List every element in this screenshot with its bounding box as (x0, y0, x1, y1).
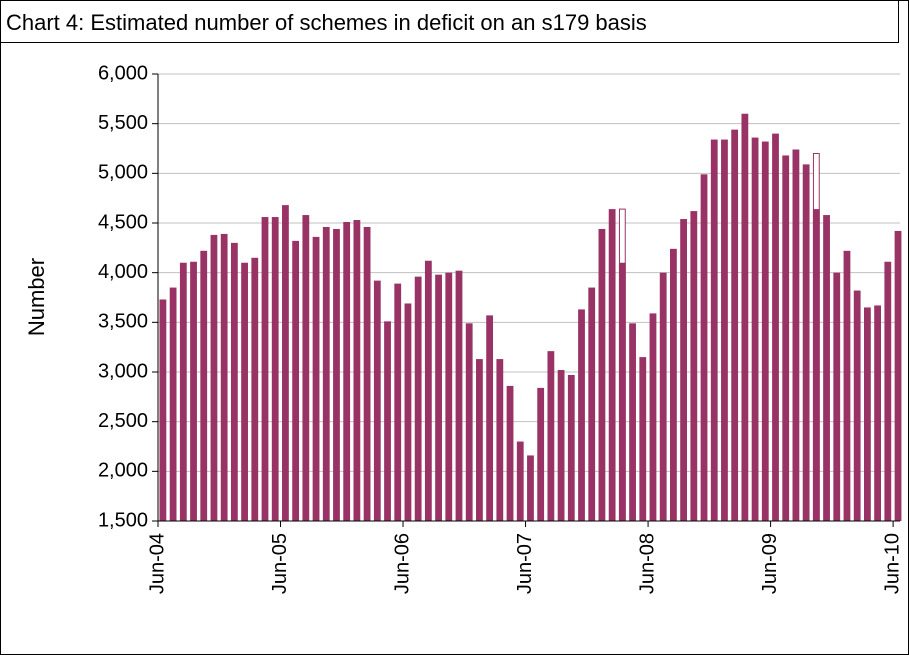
bar (863, 307, 871, 521)
bar (710, 139, 718, 521)
bar (435, 274, 442, 521)
bar (169, 287, 177, 521)
y-tick-label: 5,000 (98, 162, 148, 184)
y-tick-label: 1,500 (98, 509, 148, 531)
bar (588, 287, 596, 521)
bar (506, 385, 514, 521)
bar (241, 262, 248, 521)
y-tick-label: 4,000 (98, 261, 148, 283)
bar (384, 321, 391, 521)
bar (353, 220, 361, 521)
bar (322, 226, 330, 521)
bar (190, 261, 197, 521)
bar (282, 205, 289, 521)
bar (445, 272, 453, 521)
bar (271, 217, 279, 522)
bar (292, 240, 300, 521)
bar (363, 226, 371, 521)
bar (629, 323, 636, 521)
bar (496, 359, 504, 521)
bar (476, 359, 483, 521)
y-tick-label: 3,500 (98, 311, 148, 333)
y-tick-label: 6,000 (98, 62, 148, 84)
x-tick-label: Jun-04 (146, 533, 168, 594)
bar (312, 236, 320, 521)
bar (486, 315, 494, 521)
title-box (0, 0, 899, 43)
bar (516, 441, 524, 521)
bar (251, 257, 259, 521)
bar (537, 387, 545, 521)
y-tick-label: 2,500 (98, 410, 148, 432)
bar (302, 215, 310, 521)
bar (884, 261, 892, 521)
bar (373, 280, 381, 521)
bar (823, 215, 830, 521)
bar (618, 262, 626, 521)
bar (394, 283, 402, 521)
bar (874, 305, 881, 521)
y-tick-label: 2,000 (98, 460, 148, 482)
bar (230, 242, 238, 521)
x-tick-label: Jun-06 (391, 533, 413, 594)
y-tick-label: 4,500 (98, 211, 148, 233)
bar (159, 299, 167, 521)
bar (680, 219, 688, 521)
bar (731, 129, 739, 522)
bar (639, 357, 647, 521)
bar (404, 303, 412, 521)
bar (894, 230, 902, 522)
y-tick-label: 3,000 (98, 360, 148, 382)
x-tick-label: Jun-09 (759, 533, 781, 594)
bar (721, 139, 728, 521)
bar (179, 262, 187, 521)
bar (741, 113, 749, 521)
x-tick-label: Jun-10 (881, 533, 903, 594)
bar (200, 250, 208, 521)
bar (772, 133, 779, 521)
bar (567, 374, 575, 521)
bar (802, 164, 810, 522)
x-tick-label: Jun-08 (636, 533, 658, 594)
bar (220, 233, 228, 521)
bar (527, 455, 534, 521)
bar (853, 290, 861, 521)
bar (455, 270, 463, 521)
bar (578, 309, 585, 521)
bar (261, 217, 269, 522)
bar (557, 370, 565, 521)
bar (670, 248, 677, 521)
y-axis-label: Number (24, 258, 49, 336)
bar (547, 351, 555, 521)
x-tick-label: Jun-05 (269, 533, 291, 594)
bar (659, 272, 667, 521)
bar (343, 222, 351, 522)
bar (792, 149, 800, 521)
bar (843, 250, 851, 521)
bar (210, 234, 218, 522)
y-tick-label: 5,500 (98, 112, 148, 134)
chart-title: Chart 4: Estimated number of schemes in … (6, 10, 647, 35)
bar (649, 313, 657, 521)
bar (751, 137, 759, 521)
bar (833, 272, 841, 521)
bar (414, 276, 422, 521)
bar (598, 228, 606, 521)
bar (761, 141, 769, 521)
bar (465, 323, 473, 521)
bar (333, 228, 340, 521)
bar (812, 209, 820, 522)
bar (700, 174, 708, 521)
bar (424, 260, 432, 521)
bar (608, 209, 616, 522)
x-tick-label: Jun-07 (514, 533, 536, 594)
bar (782, 155, 790, 521)
bar (690, 211, 698, 521)
